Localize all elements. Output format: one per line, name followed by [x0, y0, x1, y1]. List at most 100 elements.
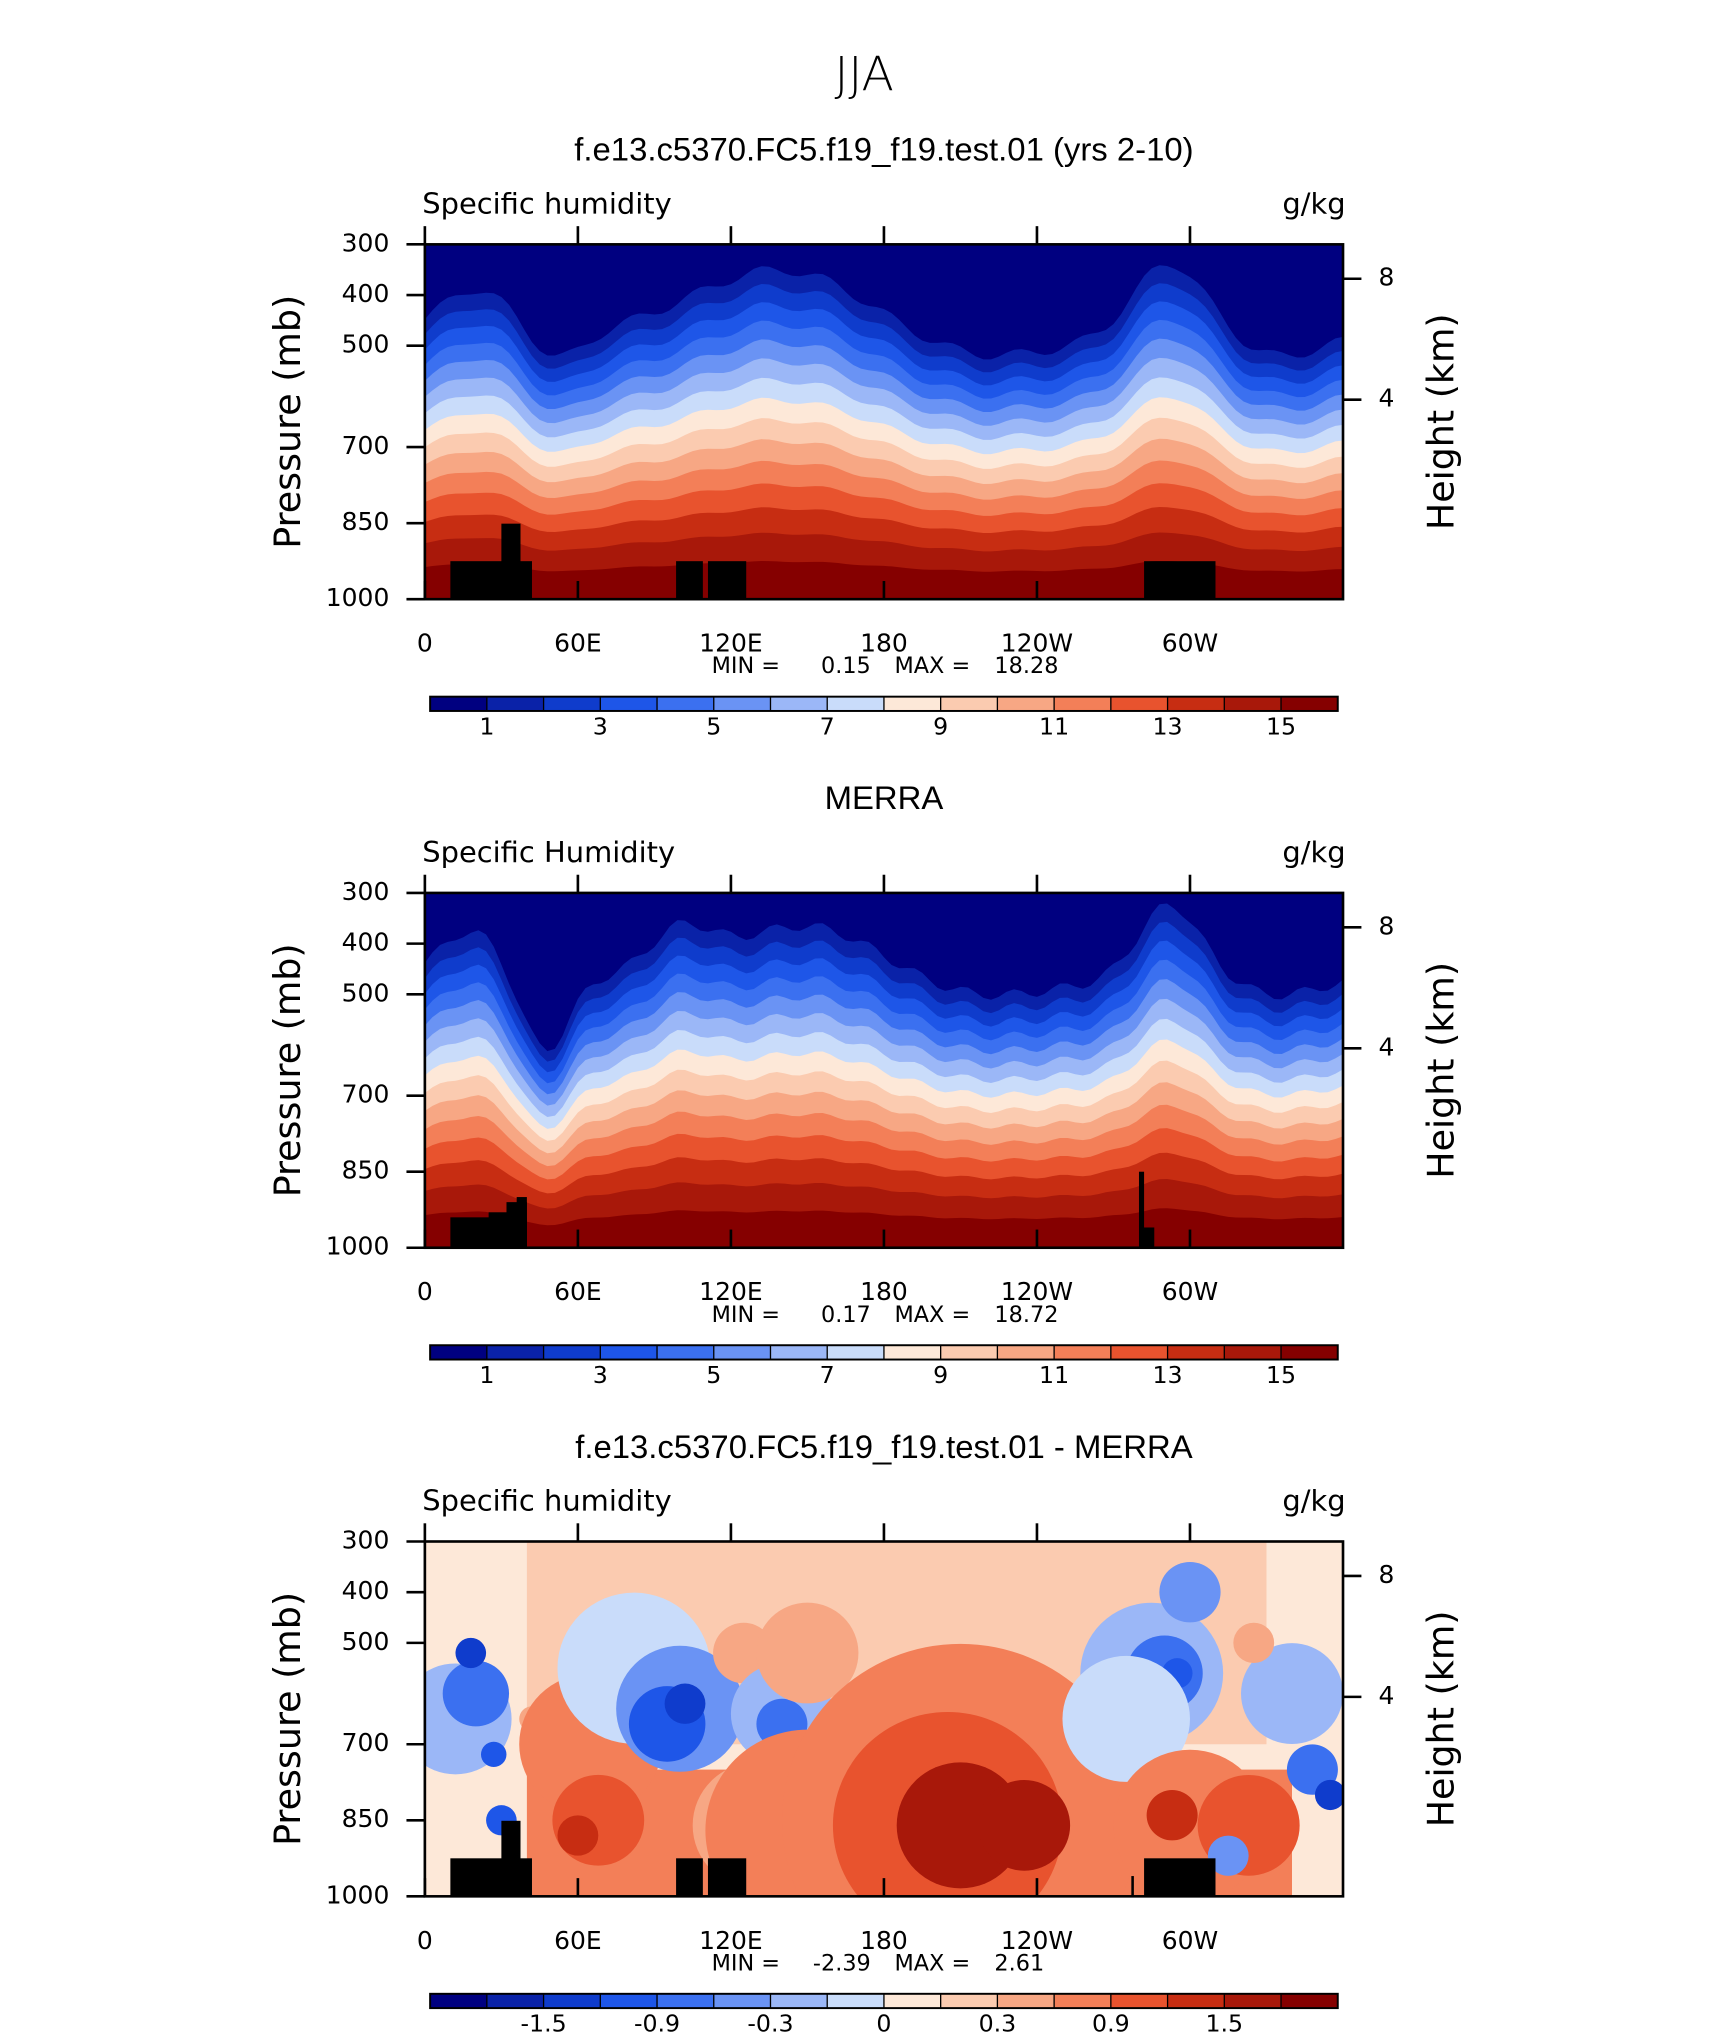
units-label: g/kg [1282, 835, 1345, 869]
figure-title: JJA [834, 48, 893, 103]
y2-tick-label: 4 [1379, 1032, 1395, 1061]
colorbar-box [1110, 1345, 1168, 1360]
colorbar-box [1281, 696, 1339, 711]
max-label: MAX = [894, 1950, 970, 1976]
colorbar-frame [429, 1344, 1339, 1361]
colorbar-box [940, 1345, 998, 1360]
x-tick-label: 120E [699, 629, 762, 658]
colorbar-tick-label: 3 [593, 712, 608, 740]
colorbar-box [1167, 696, 1225, 711]
y2-tick-label: 4 [1379, 384, 1395, 413]
colorbar-frame [429, 1992, 1339, 2010]
y-tick-label: 300 [342, 1526, 390, 1555]
colorbar-tick-label: -0.3 [747, 2010, 793, 2038]
y-tick-label: 700 [342, 1080, 390, 1109]
field-blob [1207, 1835, 1249, 1876]
topography [676, 1858, 703, 1897]
x-tick-label: 180 [860, 629, 908, 658]
x-tick-label: 60W [1162, 1926, 1218, 1955]
colorbar-tick-label: -1.5 [521, 2010, 567, 2038]
colorbar-tick-label: 1.5 [1205, 2010, 1243, 2038]
y2-tick-label: 8 [1379, 911, 1395, 940]
field-blob [756, 1602, 859, 1704]
colorbar-box [1281, 1345, 1339, 1360]
colorbar-box [657, 1345, 715, 1360]
colorbar-box [430, 696, 488, 711]
y-tick-label: 500 [342, 330, 390, 359]
colorbar-box [1167, 1993, 1225, 2009]
x-tick-label: 120E [699, 1277, 762, 1306]
y-tick-label: 850 [342, 1804, 390, 1833]
colorbar-box [486, 696, 544, 711]
x-tick-label: 0 [417, 629, 433, 658]
colorbar-box [1224, 696, 1282, 711]
colorbar-box [883, 696, 942, 711]
max-value: 2.61 [994, 1950, 1044, 1976]
topography [1141, 1227, 1155, 1248]
topography [707, 561, 747, 600]
field-blob [1314, 1779, 1344, 1811]
y-tick-label: 400 [342, 279, 390, 308]
colorbar-box [827, 1345, 885, 1360]
colorbar-box [600, 1993, 658, 2009]
colorbar-box [600, 1345, 658, 1360]
topography [707, 1858, 747, 1897]
topography [1131, 1876, 1134, 1897]
colorbar-tick-label: 11 [1039, 712, 1069, 740]
colorbar-tick-label: 13 [1153, 1361, 1183, 1389]
colorbar-tick-label: 3 [593, 1361, 608, 1389]
colorbar-box [543, 1345, 601, 1360]
colorbar-box [486, 1993, 544, 2009]
colorbar-tick-label: 0 [876, 2010, 891, 2038]
x-tick-label: 0 [417, 1926, 433, 1955]
field-blob [664, 1683, 706, 1724]
field-blob [557, 1815, 599, 1856]
colorbar-tick-label: 15 [1266, 712, 1296, 740]
x-tick-label: 0 [417, 1277, 433, 1306]
y-tick-label: 700 [342, 431, 390, 460]
max-value: 18.72 [994, 1302, 1058, 1328]
colorbar-box [827, 696, 885, 711]
panel-subtitle: Specific Humidity [422, 835, 675, 869]
colorbar-box [1054, 696, 1112, 711]
colorbar-tick-label: 9 [933, 1361, 948, 1389]
y-tick-label: 1000 [326, 1880, 390, 1909]
max-value: 18.28 [994, 653, 1058, 679]
x-tick-label: 120E [699, 1926, 762, 1955]
units-label: g/kg [1282, 1484, 1345, 1518]
field-blob [1146, 1790, 1198, 1841]
min-value: -2.39 [813, 1950, 871, 1976]
topography [488, 1212, 510, 1248]
min-value: 0.17 [821, 1302, 871, 1328]
topography [1138, 1171, 1145, 1248]
topography [1144, 1858, 1216, 1897]
colorbar-box [1054, 1993, 1112, 2009]
colorbar-tick-label: 1 [479, 1361, 494, 1389]
colorbar-box [940, 1993, 998, 2009]
y2-tick-label: 8 [1379, 263, 1395, 292]
colorbar-box [770, 1993, 828, 2009]
topography [501, 1820, 521, 1897]
y-tick-label: 850 [342, 1156, 390, 1185]
colorbar-tick-label: 13 [1153, 712, 1183, 740]
x-tick-label: 120W [1001, 1277, 1073, 1306]
colorbar-box [600, 696, 658, 711]
y-tick-label: 300 [342, 228, 390, 257]
colorbar-tick-label: 1 [479, 712, 494, 740]
max-label: MAX = [894, 653, 970, 679]
y-tick-label: 700 [342, 1728, 390, 1757]
x-tick-label: 60W [1162, 629, 1218, 658]
x-tick-label: 60E [554, 1926, 602, 1955]
colorbar-box [713, 696, 771, 711]
colorbar-tick-label: 15 [1266, 1361, 1296, 1389]
colorbar-box [1167, 1345, 1225, 1360]
colorbar-box [543, 696, 601, 711]
colorbar-tick-label: 0.3 [979, 2010, 1017, 2038]
colorbar-box [713, 1993, 771, 2009]
panel-subtitle: Specific humidity [422, 1484, 671, 1518]
colorbar-box [883, 1993, 942, 2009]
topography [676, 561, 703, 600]
min-label: MIN = [712, 1950, 780, 1976]
field-blob [1240, 1643, 1344, 1744]
